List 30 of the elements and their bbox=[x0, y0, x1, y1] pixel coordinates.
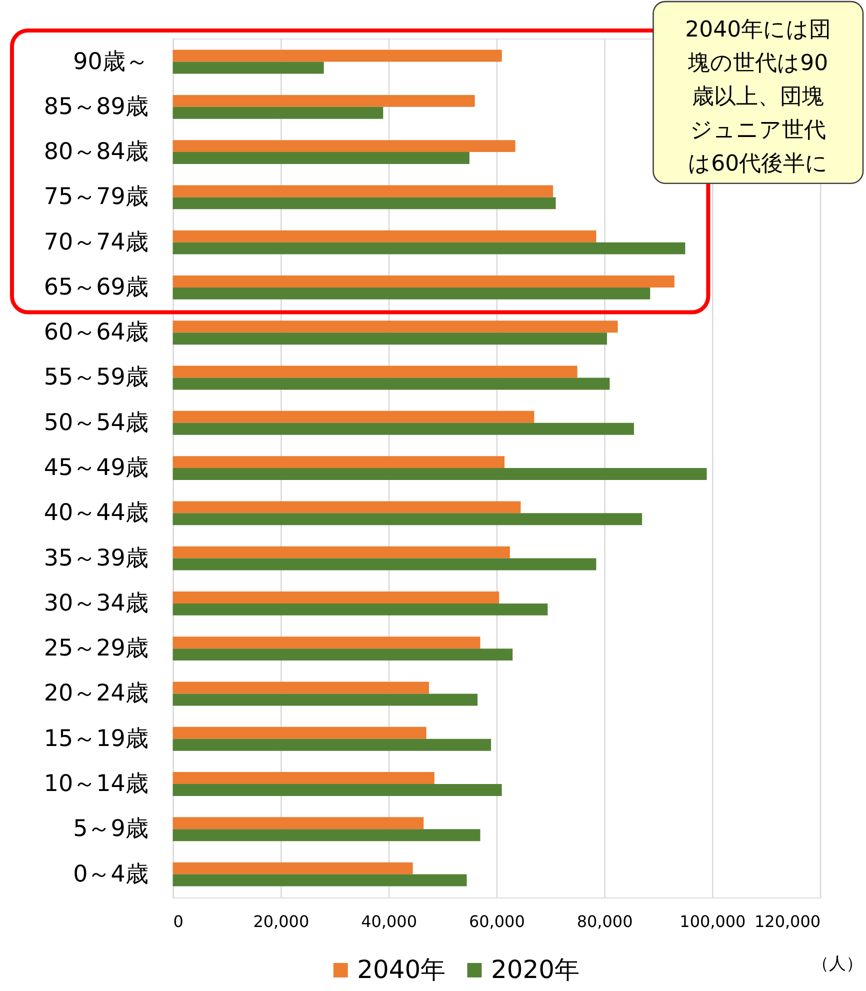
y-tick-label: 0～4歳 bbox=[73, 861, 148, 888]
x-tick-label: 40,000 bbox=[361, 912, 417, 931]
y-tick-label: 30～34歳 bbox=[44, 590, 148, 616]
y-tick-label: 5～9歳 bbox=[73, 816, 148, 842]
legend-label: 2040年 bbox=[357, 955, 446, 984]
x-tick-label: 60,000 bbox=[468, 912, 525, 931]
y-tick-label: 45～49歳 bbox=[44, 455, 148, 482]
y-tick-label: 85～89歳 bbox=[44, 94, 148, 120]
annotation: 2040年には団塊の世代は90歳以上、団塊ジュニア世代は60代後半に bbox=[685, 18, 832, 176]
y-tick-label: 70～74歳 bbox=[44, 229, 148, 256]
y-tick-label: 75～79歳 bbox=[44, 184, 148, 210]
x-tick-label: 0 bbox=[173, 912, 184, 931]
y-tick-label: 15～19歳 bbox=[44, 726, 148, 752]
x-tick-label: 120,000 bbox=[754, 912, 821, 931]
y-tick-label: 60～64歳 bbox=[44, 320, 148, 346]
x-tick-label: 80,000 bbox=[576, 912, 633, 931]
x-tick-label: 20,000 bbox=[253, 912, 310, 931]
y-tick-label: 90歳～ bbox=[73, 48, 148, 75]
y-tick-label: 80～84歳 bbox=[44, 139, 148, 166]
x-axis-title: （人） bbox=[812, 954, 864, 974]
y-tick-label: 25～29歳 bbox=[44, 636, 148, 662]
y-tick-label: 55～59歳 bbox=[44, 364, 148, 391]
y-tick-label: 50～54歳 bbox=[44, 410, 148, 436]
legend-label: 2020年 bbox=[490, 955, 580, 984]
y-tick-label: 20～24歳 bbox=[44, 680, 148, 707]
y-tick-label: 10～14歳 bbox=[44, 771, 148, 797]
y-tick-label: 65～69歳 bbox=[44, 274, 148, 300]
y-tick-label: 40～44歳 bbox=[44, 500, 148, 526]
y-tick-label: 35～39歳 bbox=[44, 545, 148, 572]
x-tick-label: 100,000 bbox=[680, 912, 746, 931]
